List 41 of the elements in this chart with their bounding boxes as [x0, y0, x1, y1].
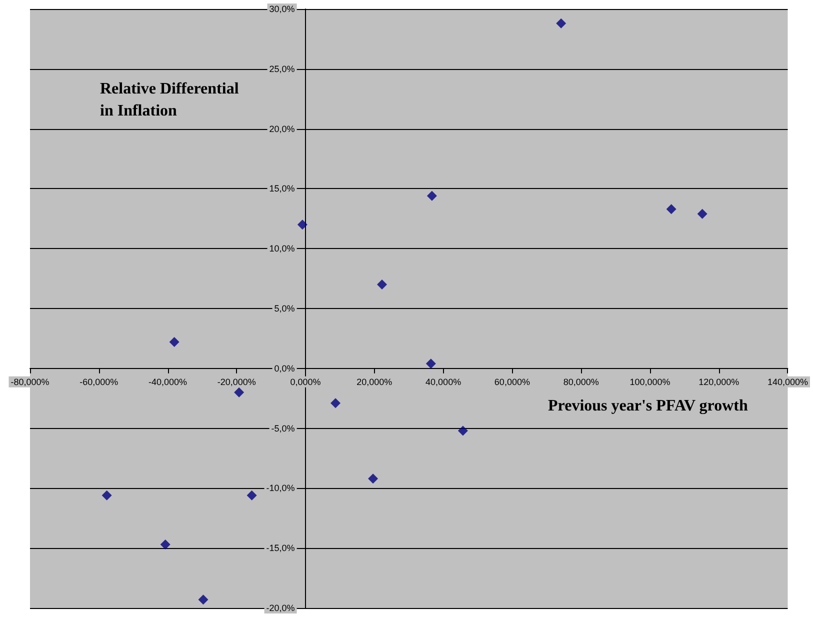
x-tick-label: 0,000% — [290, 376, 321, 387]
point — [697, 208, 708, 219]
point — [666, 204, 676, 214]
point — [160, 540, 170, 550]
point — [458, 426, 468, 436]
point — [198, 594, 208, 605]
point — [368, 474, 378, 484]
point — [297, 220, 308, 230]
point — [102, 490, 112, 500]
x-tick-label: 140,000% — [767, 376, 808, 387]
x-tick-label: 80,000% — [563, 376, 599, 387]
point — [330, 398, 341, 408]
point — [556, 18, 566, 28]
point — [169, 337, 180, 348]
y-tick-label: -15,0% — [266, 543, 295, 554]
y-tick-label: -20,0% — [266, 603, 295, 613]
y-tick-label: 10,0% — [269, 244, 295, 254]
x-tick-label: -20,000% — [217, 376, 256, 387]
x-axis-title: Previous year's PFAV growth — [548, 398, 748, 414]
y-tick-label: 30,0% — [269, 4, 295, 14]
x-tick-label: 60,000% — [494, 376, 530, 387]
y-tick-label: -5,0% — [271, 423, 295, 434]
x-tick-label: -80,000% — [10, 376, 50, 387]
x-tick-label: 100,000% — [630, 376, 670, 387]
x-tick-label: -60,000% — [80, 376, 118, 387]
y-tick-label: 20,0% — [269, 124, 295, 134]
point — [426, 358, 436, 369]
x-tick-label: 120,000% — [698, 376, 740, 387]
x-tick-label: 40,000% — [426, 376, 462, 387]
y-axis-title: Relative Differential in Inflation — [100, 80, 240, 120]
y-tick-label: 0,0% — [274, 363, 295, 374]
point — [377, 280, 387, 290]
point — [246, 490, 257, 500]
y-tick-label: 5,0% — [274, 304, 295, 314]
point — [234, 387, 244, 398]
x-tick-label: 20,000% — [356, 376, 392, 387]
y-tick-label: 25,0% — [269, 64, 295, 74]
y-tick-label: 15,0% — [269, 184, 295, 194]
point — [426, 190, 437, 201]
y-tick-label: -10,0% — [266, 483, 295, 494]
x-tick-label: -40,000% — [148, 376, 188, 387]
